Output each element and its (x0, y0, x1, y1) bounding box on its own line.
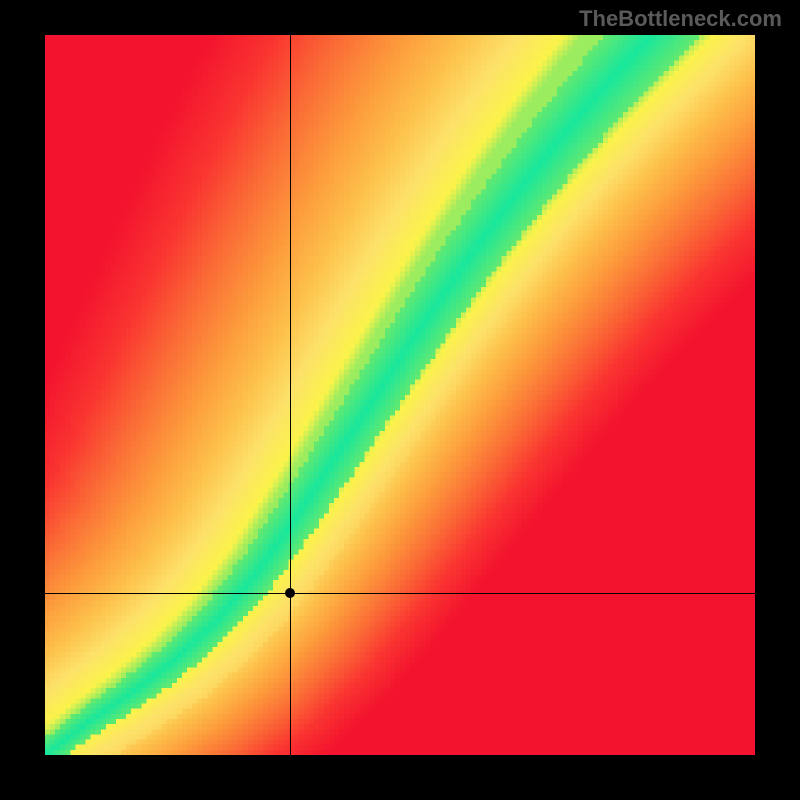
crosshair-vertical (290, 35, 291, 755)
root-container: TheBottleneck.com (0, 0, 800, 800)
watermark-text: TheBottleneck.com (579, 6, 782, 32)
heatmap-plot (45, 35, 755, 755)
marker-dot (285, 588, 295, 598)
crosshair-horizontal (45, 593, 755, 594)
heatmap-canvas (45, 35, 755, 755)
